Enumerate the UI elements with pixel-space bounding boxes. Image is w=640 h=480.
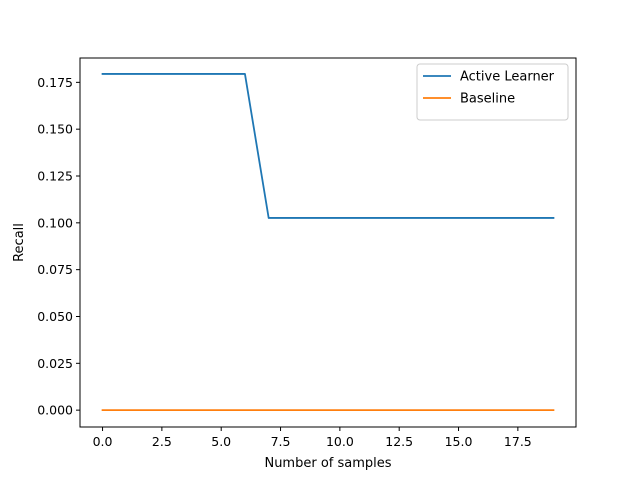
legend-label: Baseline	[460, 92, 515, 107]
x-tick-label: 2.5	[152, 434, 172, 449]
x-tick-label: 15.0	[445, 434, 473, 449]
axes-frame	[79, 57, 577, 428]
series-line-active-learner	[101, 73, 555, 219]
y-tick-label: 0.125	[37, 169, 73, 184]
x-tick-label: 0.0	[93, 434, 113, 449]
y-axis-label: Recall	[12, 223, 27, 262]
legend-label: Active Learner	[460, 70, 555, 85]
y-tick-label: 0.150	[37, 122, 73, 137]
y-tick-label: 0.175	[37, 75, 73, 90]
x-tick-label: 5.0	[211, 434, 231, 449]
x-axis-label: Number of samples	[264, 456, 391, 471]
x-tick-label: 7.5	[271, 434, 291, 449]
y-tick-label: 0.075	[37, 262, 73, 277]
x-tick-label: 12.5	[385, 434, 413, 449]
x-tick-label: 10.0	[326, 434, 354, 449]
x-axis: 0.0 2.5 5.0 7.5 10.0 12.5 15.0 17.5	[93, 427, 532, 449]
y-tick-label: 0.050	[37, 309, 73, 324]
y-tick-label: 0.025	[37, 356, 73, 371]
plot-area	[101, 73, 555, 412]
y-tick-label: 0.100	[37, 215, 73, 230]
legend-box	[416, 63, 569, 121]
x-tick-label: 17.5	[504, 434, 532, 449]
y-tick-label: 0.000	[37, 403, 73, 418]
y-axis: 0.000 0.025 0.050 0.075 0.100 0.125 0.150 0.175	[37, 75, 80, 418]
legend: Active Learner Baseline	[416, 63, 569, 121]
